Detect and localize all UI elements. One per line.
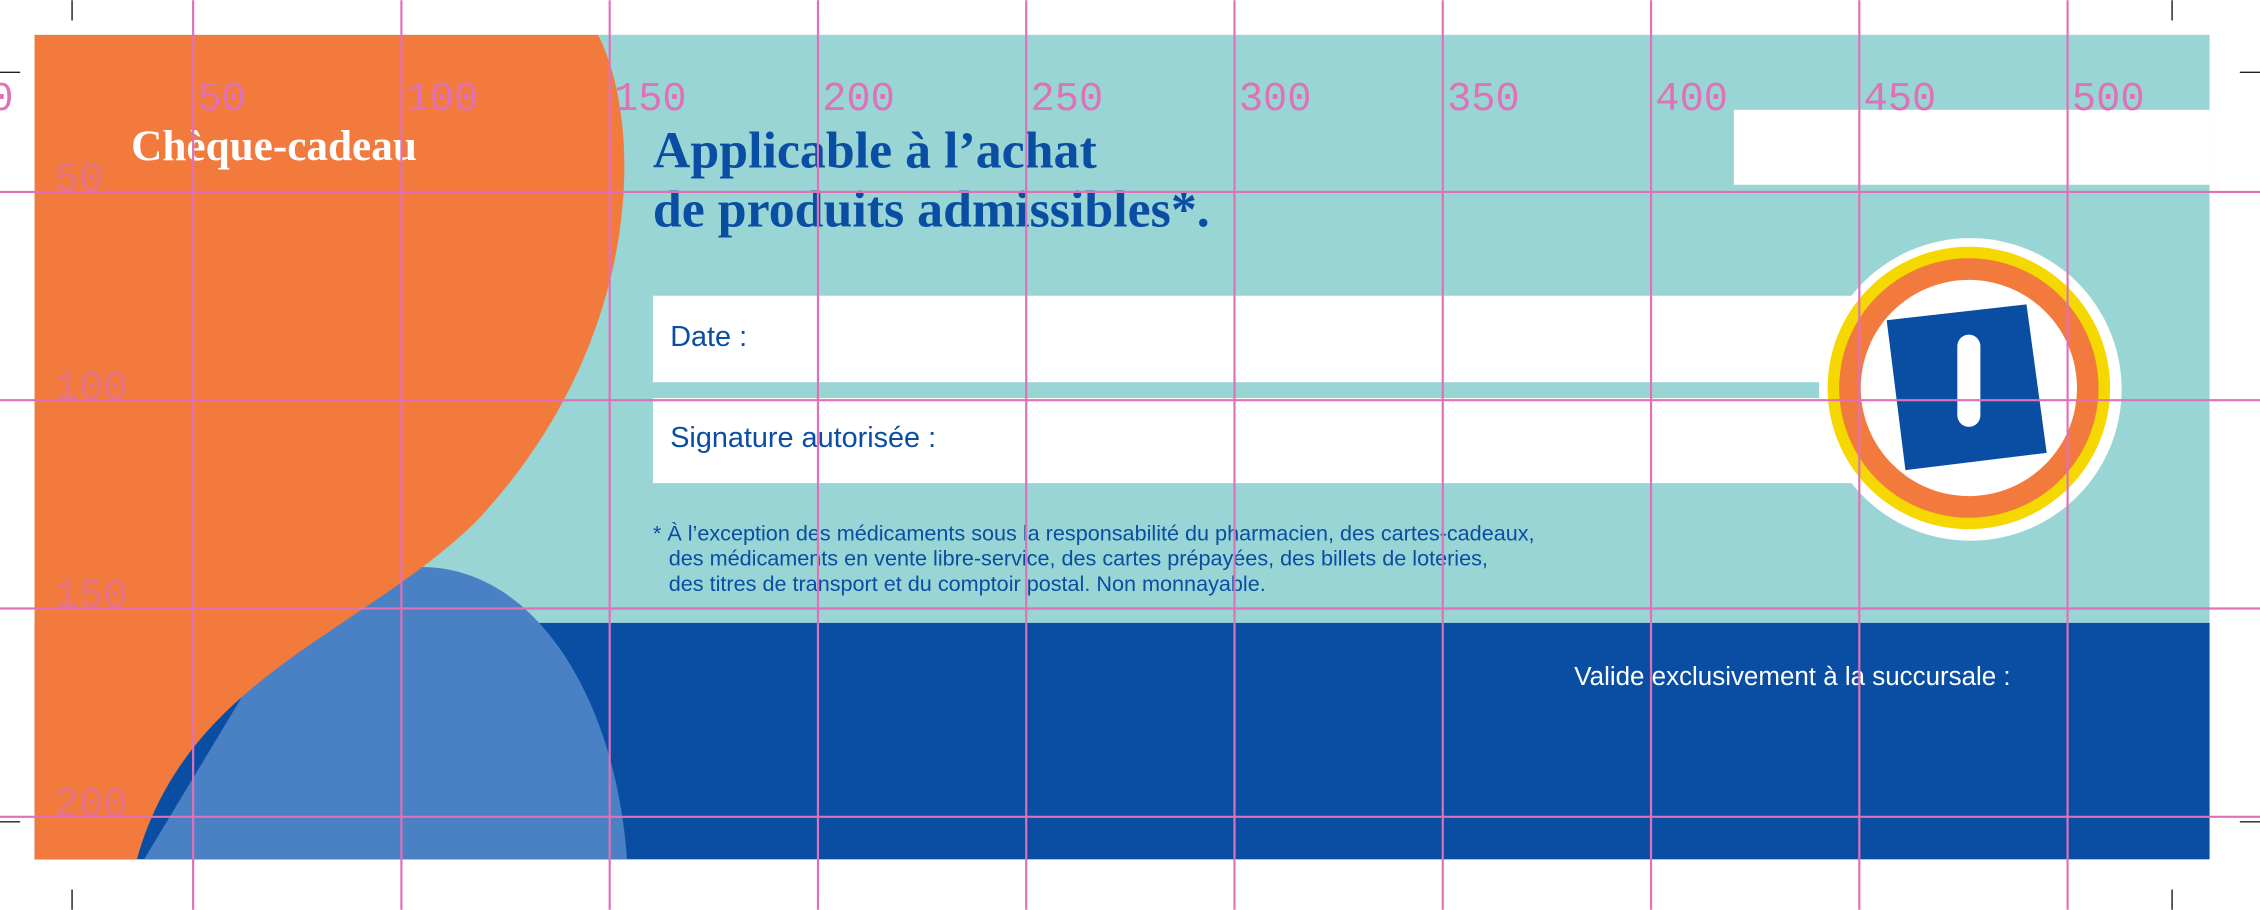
badge: Chèque-cadeau xyxy=(131,122,417,170)
footnote-line: des titres de transport et du comptoir p… xyxy=(669,571,1266,596)
field-label: Date : xyxy=(670,321,747,353)
ruler-label: 450 xyxy=(1864,77,1937,123)
ruler-label: 350 xyxy=(1447,77,1520,123)
ruler-label: 100 xyxy=(406,77,479,123)
date-field xyxy=(652,295,1860,383)
signature-field xyxy=(652,398,1860,484)
ruler-label: 250 xyxy=(1031,77,1104,123)
blue-wave xyxy=(144,566,627,860)
field-label: Signature autorisée : xyxy=(670,422,936,454)
footnote-line: * À l’exception des médicaments sous la … xyxy=(653,521,1535,546)
white-tab xyxy=(1733,109,2210,185)
ruler-label: 200 xyxy=(822,77,895,123)
orange-wave xyxy=(34,34,625,860)
branch-label: Valide exclusivement à la succursale : xyxy=(1574,663,2010,691)
ruler-label: 0 xyxy=(0,77,13,123)
ruler-label: 400 xyxy=(1655,77,1728,123)
ruler-label: 500 xyxy=(2072,77,2145,123)
logo xyxy=(1818,238,2122,541)
ruler-label: 200 xyxy=(55,782,128,828)
ruler-label: 50 xyxy=(55,158,103,204)
ruler-label: 150 xyxy=(614,77,687,123)
heading-line: de produits admissibles*. xyxy=(653,182,1210,239)
card: Chèque-cadeau Applicable à l’achat de pr… xyxy=(34,34,2210,860)
ruler-label: 300 xyxy=(1239,77,1312,123)
ruler-label: 150 xyxy=(55,574,128,620)
footnote-line: des médicaments en vente libre-service, … xyxy=(669,545,1488,570)
heading-line: Applicable à l’achat xyxy=(653,122,1098,179)
ruler-label: 50 xyxy=(197,77,245,123)
ruler-label: 100 xyxy=(55,366,128,412)
